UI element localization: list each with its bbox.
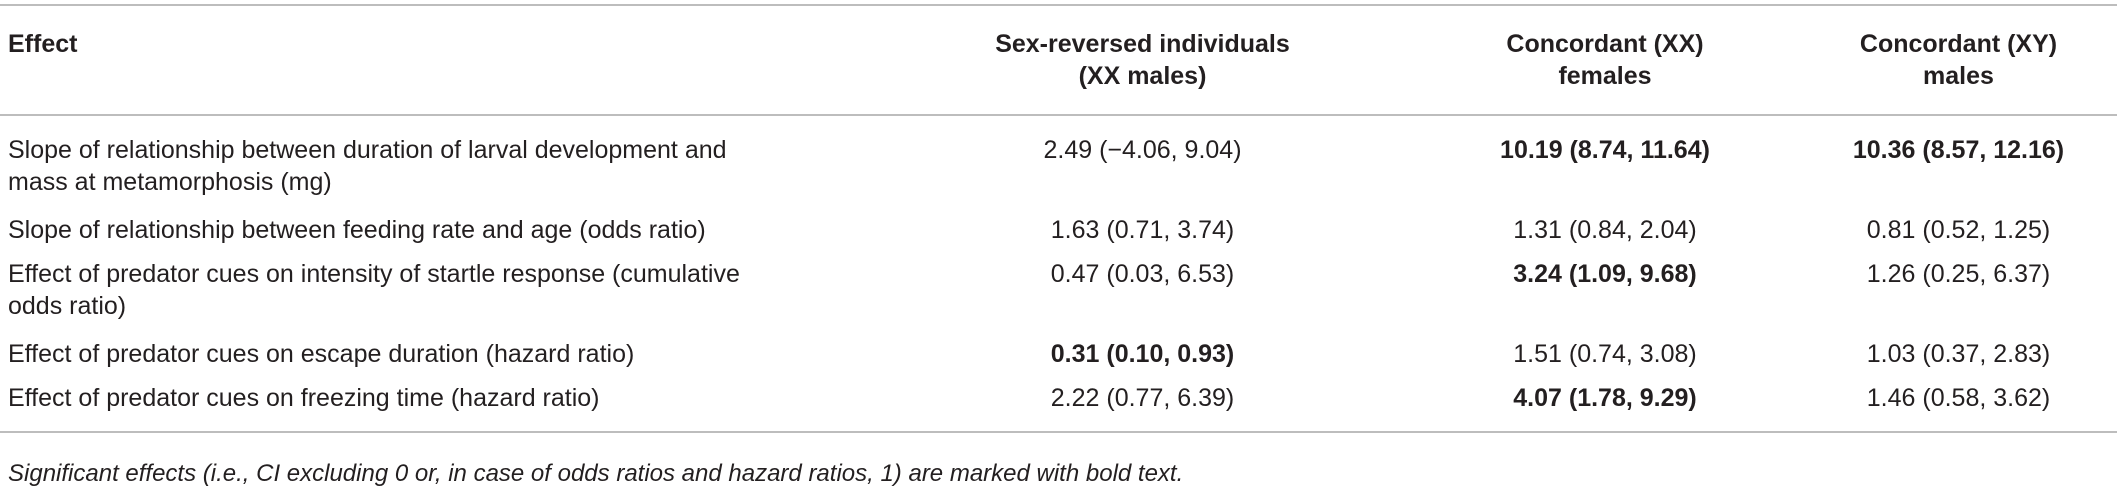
table-footnote: Significant effects (i.e., CI excluding … bbox=[8, 460, 1184, 487]
sex-reversed-cell: 0.31 (0.10, 0.93) bbox=[1050, 340, 1235, 368]
table-header-row: Effect Sex-reversed individuals (XX male… bbox=[0, 5, 2117, 115]
sex-reversed-cell: 2.49 (−4.06, 9.04) bbox=[1043, 136, 1242, 164]
table-row: Effect of predator cues on intensity of … bbox=[0, 253, 2117, 331]
effect-cell: Slope of relationship between duration o… bbox=[8, 136, 727, 196]
sex-reversed-cell: 0.47 (0.03, 6.53) bbox=[1050, 260, 1235, 288]
table-row: Slope of relationship between duration o… bbox=[0, 115, 2117, 207]
sex-reversed-cell: 1.63 (0.71, 3.74) bbox=[1050, 216, 1235, 244]
table-row: Slope of relationship between feeding ra… bbox=[0, 207, 2117, 253]
header-sex-reversed: Sex-reversed individuals (XX males) bbox=[995, 30, 1290, 90]
xy-males-cell: 1.03 (0.37, 2.83) bbox=[1866, 340, 2051, 368]
header-xx-females: Concordant (XX) females bbox=[1506, 30, 1704, 90]
xy-males-cell: 1.26 (0.25, 6.37) bbox=[1866, 260, 2051, 288]
effect-cell: Slope of relationship between feeding ra… bbox=[8, 216, 706, 244]
effect-cell: Effect of predator cues on intensity of … bbox=[8, 260, 740, 320]
xx-females-cell: 3.24 (1.09, 9.68) bbox=[1513, 260, 1697, 288]
xx-females-cell: 1.51 (0.74, 3.08) bbox=[1513, 340, 1697, 368]
xx-females-cell: 1.31 (0.84, 2.04) bbox=[1513, 216, 1697, 244]
sex-reversed-cell: 2.22 (0.77, 6.39) bbox=[1050, 384, 1235, 412]
xx-females-cell: 10.19 (8.74, 11.64) bbox=[1500, 136, 1710, 164]
xy-males-cell: 10.36 (8.57, 12.16) bbox=[1852, 136, 2065, 164]
table-row: Effect of predator cues on escape durati… bbox=[0, 331, 2117, 376]
effect-cell: Effect of predator cues on escape durati… bbox=[8, 340, 635, 368]
header-xy-males: Concordant (XY) males bbox=[1859, 30, 2058, 90]
xx-females-cell: 4.07 (1.78, 9.29) bbox=[1513, 384, 1697, 412]
header-effect: Effect bbox=[8, 30, 78, 58]
xy-males-cell: 0.81 (0.52, 1.25) bbox=[1866, 216, 2051, 244]
table-row: Effect of predator cues on freezing time… bbox=[0, 376, 2117, 432]
xy-males-cell: 1.46 (0.58, 3.62) bbox=[1866, 384, 2051, 412]
results-table: Effect Sex-reversed individuals (XX male… bbox=[0, 4, 2117, 433]
effect-cell: Effect of predator cues on freezing time… bbox=[8, 384, 600, 412]
